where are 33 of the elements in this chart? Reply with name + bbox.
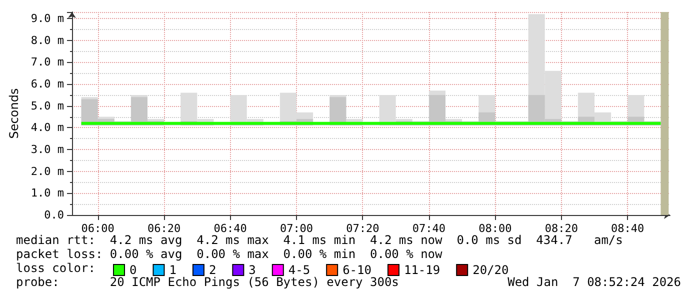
text: probe: 20 ICMP Echo Pings (56 Bytes) every 300s [16,275,399,289]
y-tick-label: 9.0 m [30,12,64,26]
legend-label: 3 [248,263,256,277]
x-tick-label: 06:40 [214,222,247,235]
x-tick-label: 08:40 [611,222,644,235]
x-tick-label: 06:20 [147,222,181,235]
x-tick-label: 07:20 [346,222,380,235]
x-tick-label: 08:00 [478,222,512,235]
legend-label: 11-19 [404,263,440,277]
y-tick-label: 2.0 m [30,164,64,178]
y-axis-title: Seconds [7,88,21,139]
text: median rtt: 4.2 ms avg 4.2 ms max 4.1 ms min 4.2 ms now 0.0 ms sd 434.7 am/s [16,233,623,247]
legend-label: 4-5 [288,263,310,277]
x-tick-label: 07:00 [280,222,314,235]
legend-label: 0 [130,263,137,277]
y-tick-label: 0.0 [44,208,64,222]
legend-label: 20/20 [472,263,509,277]
x-tick-label: 07:40 [412,222,446,235]
legend-label: 6-10 [342,263,372,277]
y-tick-label: 3.0 m [30,143,64,156]
y-tick-label: 5.0 m [30,99,64,112]
y-tick-label: 8.0 m [30,34,64,47]
text: packet loss: 0.00 % avg 0.00 % max 0.00 % min 0.00 % now [16,247,444,261]
legend-label: 1 [169,263,176,277]
legend-label: 2 [208,263,216,277]
y-tick-label: 1.0 m [30,186,64,200]
legend-title: loss color: [16,261,96,275]
y-tick-label: 6.0 m [30,78,64,91]
y-tick-label: 4.0 m [30,121,64,134]
y-tick-label: 7.0 m [30,56,64,69]
text: Wed Jan 7 08:52:24 2026 [508,275,681,289]
x-tick-label: 08:20 [544,222,578,235]
x-tick-label: 06:00 [81,222,114,235]
